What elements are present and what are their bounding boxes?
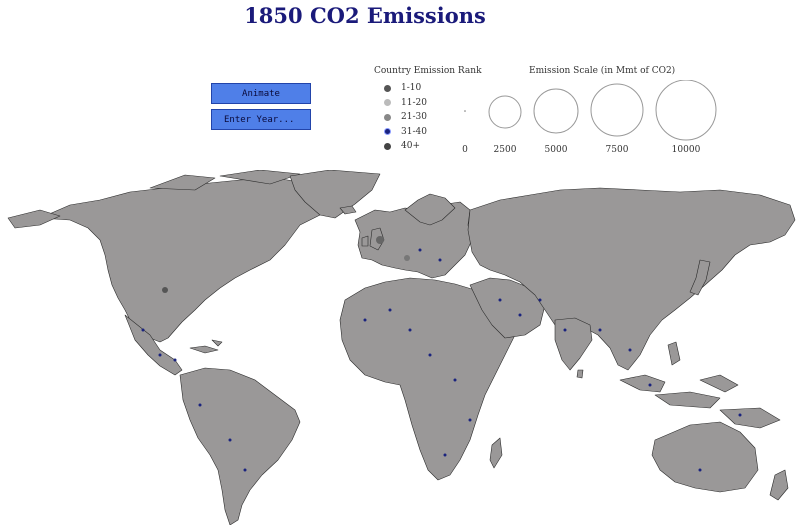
rank-dot-icon (384, 99, 391, 107)
rank-dot-icon (384, 128, 391, 136)
south-america (179, 367, 301, 525)
scale-circle-10000 (655, 80, 717, 141)
rank-legend-item: 11-20 (374, 96, 482, 111)
central-america (124, 314, 183, 376)
rank-legend: Country Emission Rank 1-10 11-20 21-30 3… (374, 66, 482, 154)
rank-dot-icon (384, 84, 391, 92)
rank-legend-label: 40+ (401, 141, 420, 152)
rank-dot-icon (384, 142, 391, 150)
rank-legend-label: 1-10 (401, 83, 422, 94)
scale-circle-7500 (590, 83, 644, 137)
scale-circle-0 (464, 110, 466, 112)
scale-label-7500: 7500 (605, 145, 629, 155)
asia (467, 187, 796, 371)
rank-legend-label: 21-30 (401, 112, 427, 123)
rank-legend-item: 21-30 (374, 110, 482, 125)
enter-year-button[interactable]: Enter Year... (211, 109, 311, 130)
rank-legend-item: 31-40 (374, 125, 482, 140)
world-map (7, 170, 796, 525)
india (554, 317, 593, 371)
arabia (469, 277, 546, 339)
north-america (39, 177, 361, 343)
emission-markers (162, 236, 410, 293)
rank-legend-label: 31-40 (401, 126, 427, 137)
rank-dot-icon (384, 113, 391, 121)
scale-legend-circles (464, 80, 717, 141)
scale-circle-5000 (533, 88, 579, 134)
animate-button[interactable]: Animate (211, 83, 311, 104)
country-dots (141, 248, 742, 472)
africa (339, 277, 516, 481)
scale-label-10000: 10000 (671, 145, 701, 155)
scale-label-5000: 5000 (544, 145, 568, 155)
page-title: 1850 CO2 Emissions (244, 3, 486, 28)
rank-legend-item: 1-10 (374, 81, 482, 96)
rank-legend-item: 40+ (374, 139, 482, 154)
scale-circle-2500 (488, 95, 522, 129)
australia (651, 421, 759, 493)
rank-legend-label: 11-20 (401, 97, 427, 108)
scale-legend-title: Emission Scale (in Mmt of CO2) (529, 66, 676, 76)
scale-label-0: 0 (462, 145, 468, 155)
scale-label-2500: 2500 (493, 145, 517, 155)
rank-legend-title: Country Emission Rank (374, 66, 482, 76)
